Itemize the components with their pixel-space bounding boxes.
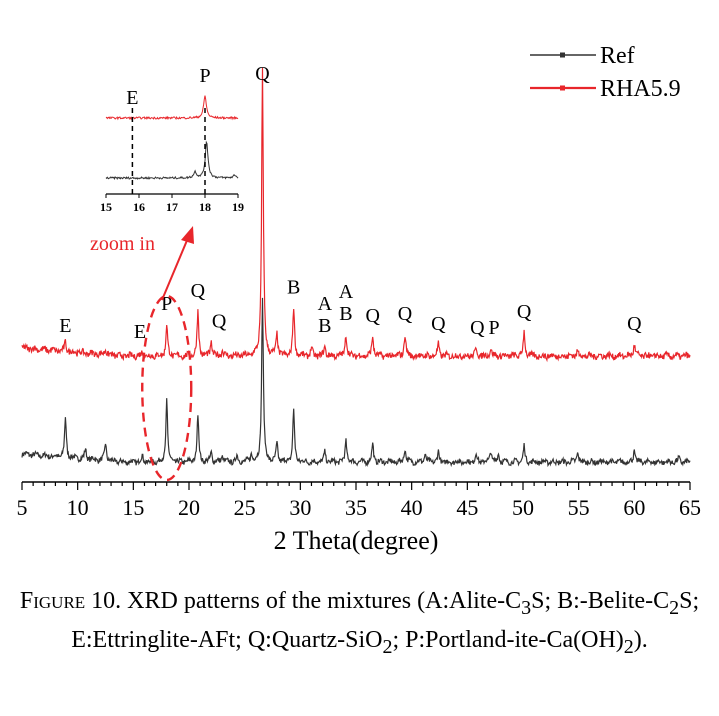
caption-sub-2: 2	[669, 596, 680, 619]
x-tick-label: 30	[289, 495, 311, 520]
peak-label: Q	[627, 313, 642, 335]
inset-tick-label: 18	[199, 200, 211, 214]
x-tick-label: 5	[17, 495, 28, 520]
figure-number: Figure 10.	[19, 588, 122, 614]
peak-label: Q	[212, 311, 227, 333]
peak-label: E	[134, 321, 146, 343]
peak-label: P	[161, 293, 172, 315]
x-tick-label: 15	[122, 495, 144, 520]
peak-label: E	[59, 315, 71, 337]
caption-text-1: XRD patterns of the mixtures (A:Alite-C	[121, 588, 522, 614]
x-tick-label: 45	[456, 495, 478, 520]
peak-label: P	[488, 317, 499, 339]
legend: Ref RHA5.9	[530, 43, 681, 102]
inset-marker-label: P	[199, 65, 210, 87]
zoom-arrow	[161, 237, 189, 301]
caption-text-2: S; B:-Belite-C	[531, 588, 670, 614]
x-tick-label: 20	[178, 495, 200, 520]
peak-label: Q	[365, 305, 380, 327]
peak-label: Q	[398, 303, 413, 325]
peak-label: Q	[255, 63, 270, 85]
x-tick-label: 40	[401, 495, 423, 520]
inset-tick-label: 19	[232, 200, 244, 214]
peak-label: B	[339, 303, 352, 325]
zoom-region-ellipse	[141, 294, 193, 482]
inset-marker-label: E	[126, 87, 138, 109]
peak-label: A	[318, 293, 333, 315]
series-line-rha59	[21, 67, 691, 363]
inset-plot: 15 16 17 18 19 E P	[100, 65, 244, 214]
x-tick-label: 50	[512, 495, 534, 520]
x-tick-label: 35	[345, 495, 367, 520]
peak-label: A	[339, 281, 354, 303]
series-line-ref	[21, 297, 691, 468]
peak-label: B	[318, 315, 331, 337]
zoom-arrow-head	[181, 226, 194, 244]
x-tick-label: 55	[568, 495, 590, 520]
figure-caption: Figure 10. XRD patterns of the mixtures …	[0, 585, 719, 663]
x-tick-label: 65	[679, 495, 701, 520]
caption-text-5: ).	[633, 626, 648, 653]
x-tick-label: 25	[234, 495, 256, 520]
inset-tick-label: 16	[133, 200, 145, 214]
inset-tick-label: 17	[166, 200, 178, 214]
legend-marker	[560, 52, 565, 58]
x-axis	[21, 481, 691, 490]
peak-label: B	[287, 277, 300, 299]
legend-marker	[560, 85, 565, 91]
inset-tick-label: 15	[100, 200, 112, 214]
peak-label: Q	[470, 317, 485, 339]
caption-text-3: S; E:Ettringlite-AFt; Q:Quartz-SiO	[71, 588, 700, 653]
x-axis-tick-labels: 5 10 15 20 25 30 35 40 45 50 55 60 65	[17, 495, 702, 520]
x-tick-label: 10	[67, 495, 89, 520]
caption-text-4: ; P:Portland-ite-Ca(OH)	[392, 626, 624, 653]
peak-label: Q	[431, 313, 446, 335]
peak-label: Q	[191, 280, 206, 302]
legend-label: Ref	[600, 43, 635, 69]
legend-label: RHA5.9	[600, 76, 681, 102]
zoom-in-label: zoom in	[90, 233, 155, 255]
x-tick-label: 60	[623, 495, 645, 520]
caption-sub-1: 3	[521, 596, 532, 619]
caption-sub-4: 2	[623, 635, 634, 658]
caption-sub-3: 2	[382, 635, 393, 658]
peak-label: Q	[517, 301, 532, 323]
inset-series-ref	[105, 140, 239, 181]
main-plot-series	[21, 67, 691, 468]
inset-series-rha59	[105, 95, 239, 121]
x-axis-label: 2 Theta(degree)	[274, 526, 439, 555]
